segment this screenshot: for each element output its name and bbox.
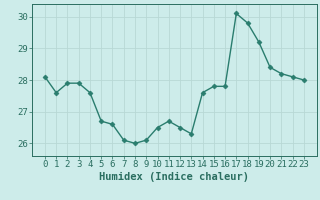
X-axis label: Humidex (Indice chaleur): Humidex (Indice chaleur) <box>100 172 249 182</box>
